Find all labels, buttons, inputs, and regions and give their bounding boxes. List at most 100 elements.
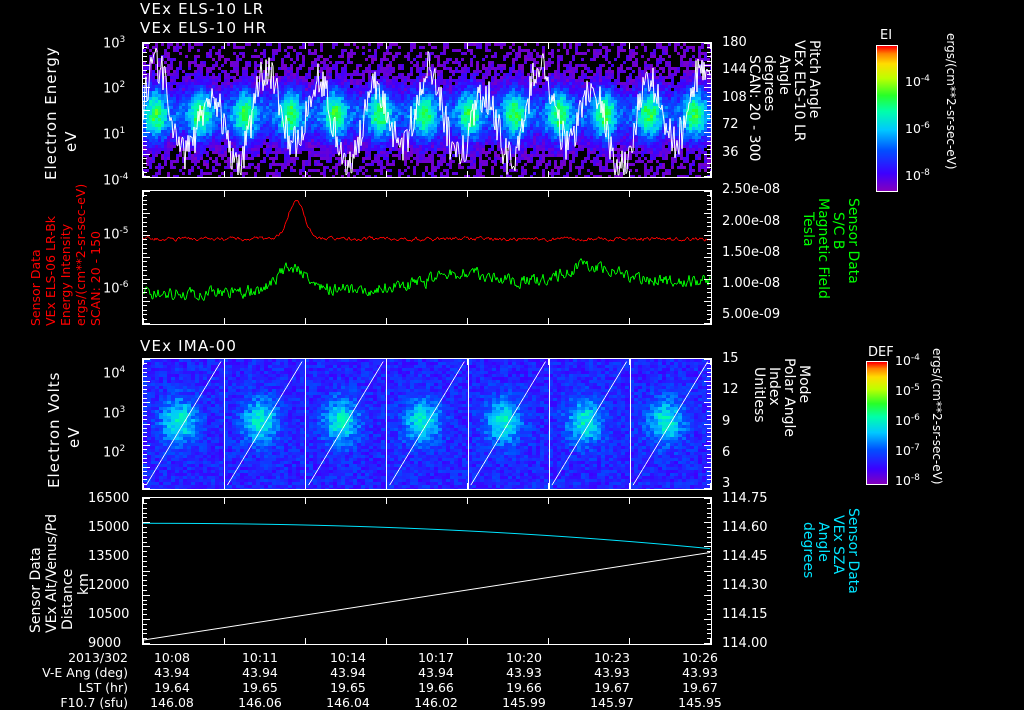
axis-tick [143, 384, 147, 386]
panel1-right-label-sensor: VEx ELS-10 LR [791, 40, 807, 142]
axis-tick-bottom [386, 483, 387, 489]
panel2-rtick-4: 5.00e-09 [722, 307, 781, 322]
axis-tick [707, 314, 711, 316]
axis-tick-top [548, 359, 549, 365]
axis-tick-bottom [710, 638, 711, 644]
axis-tick [707, 204, 711, 206]
panel3-left-axis-units: eV [65, 426, 83, 449]
axis-tick-top [224, 359, 225, 365]
axis-tick [704, 279, 711, 280]
axis-tick-top [143, 359, 144, 365]
axis-tick-bottom [467, 318, 468, 324]
axis-tick [143, 47, 147, 49]
axis-tick [143, 531, 147, 533]
axis-tick [143, 551, 147, 553]
axis-tick [707, 149, 711, 151]
panel4-ytick-12000: 12000 [88, 578, 130, 593]
axis-tick-top [467, 43, 468, 49]
panel3-ytick-e3: 103 [103, 405, 126, 422]
bottom-row-label-veang: V-E Ang (deg) [42, 665, 128, 680]
bottom-lst-0: 19.64 [154, 680, 190, 695]
bottom-veang-5: 43.93 [594, 665, 630, 680]
axis-tick [143, 221, 147, 223]
axis-tick [143, 78, 147, 80]
axis-tick [143, 432, 147, 434]
panel3-plot-area[interactable] [142, 358, 712, 490]
axis-tick [707, 470, 711, 472]
bottom-lst-6: 19.67 [682, 680, 718, 695]
axis-tick [143, 406, 147, 408]
axis-tick [707, 565, 711, 567]
panel3-rtick-15: 15 [722, 351, 739, 366]
panel1-plot-area[interactable] [142, 42, 712, 178]
axis-tick [143, 453, 147, 455]
axis-tick [143, 149, 147, 151]
axis-tick-top [629, 498, 630, 504]
axis-tick [143, 363, 147, 365]
axis-tick [143, 589, 147, 591]
axis-tick [143, 475, 147, 477]
axis-tick [707, 389, 711, 391]
panel2-left-label-units: ergs/(cm**2-sr-sec-eV) [73, 183, 88, 326]
axis-tick [143, 51, 147, 53]
axis-tick [707, 580, 711, 582]
axis-tick [707, 261, 711, 263]
panel4-left-label-distance: Distance [60, 568, 76, 630]
axis-tick [143, 367, 147, 369]
panel3-cbtick-e8: 10-8 [895, 473, 920, 489]
panel2-ytick-e6: 10-6 [103, 280, 129, 297]
axis-tick [707, 512, 711, 514]
axis-tick-bottom [143, 171, 144, 177]
axis-tick-bottom [305, 638, 306, 644]
axis-tick [143, 527, 147, 528]
panel2-plot-area[interactable] [142, 190, 712, 325]
axis-tick-top [143, 191, 144, 197]
axis-tick-top [548, 498, 549, 504]
bottom-time-2: 10:14 [329, 650, 367, 665]
axis-tick [143, 195, 147, 197]
axis-tick [143, 609, 147, 611]
axis-tick [707, 274, 711, 276]
axis-tick [143, 213, 150, 214]
axis-tick [143, 580, 147, 582]
panel1-rtick-144: 144 [722, 62, 747, 77]
axis-tick [707, 410, 711, 412]
axis-tick-bottom [710, 318, 711, 324]
axis-tick [143, 309, 147, 311]
panel4-rtick-11430: 114.30 [722, 578, 768, 593]
axis-tick [143, 638, 147, 640]
panel1-cbtick-e4: 10-4 [905, 74, 930, 90]
axis-tick [143, 60, 147, 62]
axis-tick [143, 570, 150, 572]
panel1-right-label-degrees: degrees [761, 55, 777, 112]
panel4-rtick-11445: 114.45 [722, 549, 768, 564]
axis-tick [707, 541, 711, 543]
axis-tick [707, 432, 711, 434]
bottom-axis-table: 2013/302 10:08 10:11 10:14 10:17 10:20 1… [8, 650, 744, 710]
panel3-title: VEx IMA-00 [140, 337, 238, 355]
panel1-left-axis-label: Electron Energy [42, 40, 60, 180]
axis-tick [143, 507, 147, 509]
axis-tick [704, 109, 711, 111]
axis-tick-top [386, 359, 387, 365]
panel4-left-label-sensor: Sensor Data [28, 547, 44, 633]
panel4-right-label-degrees: degrees [800, 522, 816, 579]
bottom-time-1: 10:11 [241, 650, 279, 665]
axis-tick [143, 470, 147, 472]
axis-tick-top [386, 498, 387, 504]
panel3-spectrogram-canvas [143, 359, 711, 489]
axis-tick-top [386, 191, 387, 197]
axis-tick [704, 257, 711, 258]
axis-tick-top [710, 43, 711, 49]
axis-tick-top [467, 191, 468, 197]
bottom-f107-3: 146.02 [414, 695, 458, 710]
axis-tick [707, 195, 711, 197]
axis-tick [707, 296, 711, 298]
axis-tick [707, 575, 711, 577]
bottom-row-veang: V-E Ang (deg) 43.94 43.94 43.94 43.94 43… [8, 665, 744, 680]
panel1-ytick-100: 102 [103, 80, 126, 97]
panel4-plot-area[interactable] [142, 497, 712, 645]
axis-tick-bottom [386, 318, 387, 324]
axis-tick [704, 65, 711, 67]
axis-tick-top [386, 43, 387, 49]
